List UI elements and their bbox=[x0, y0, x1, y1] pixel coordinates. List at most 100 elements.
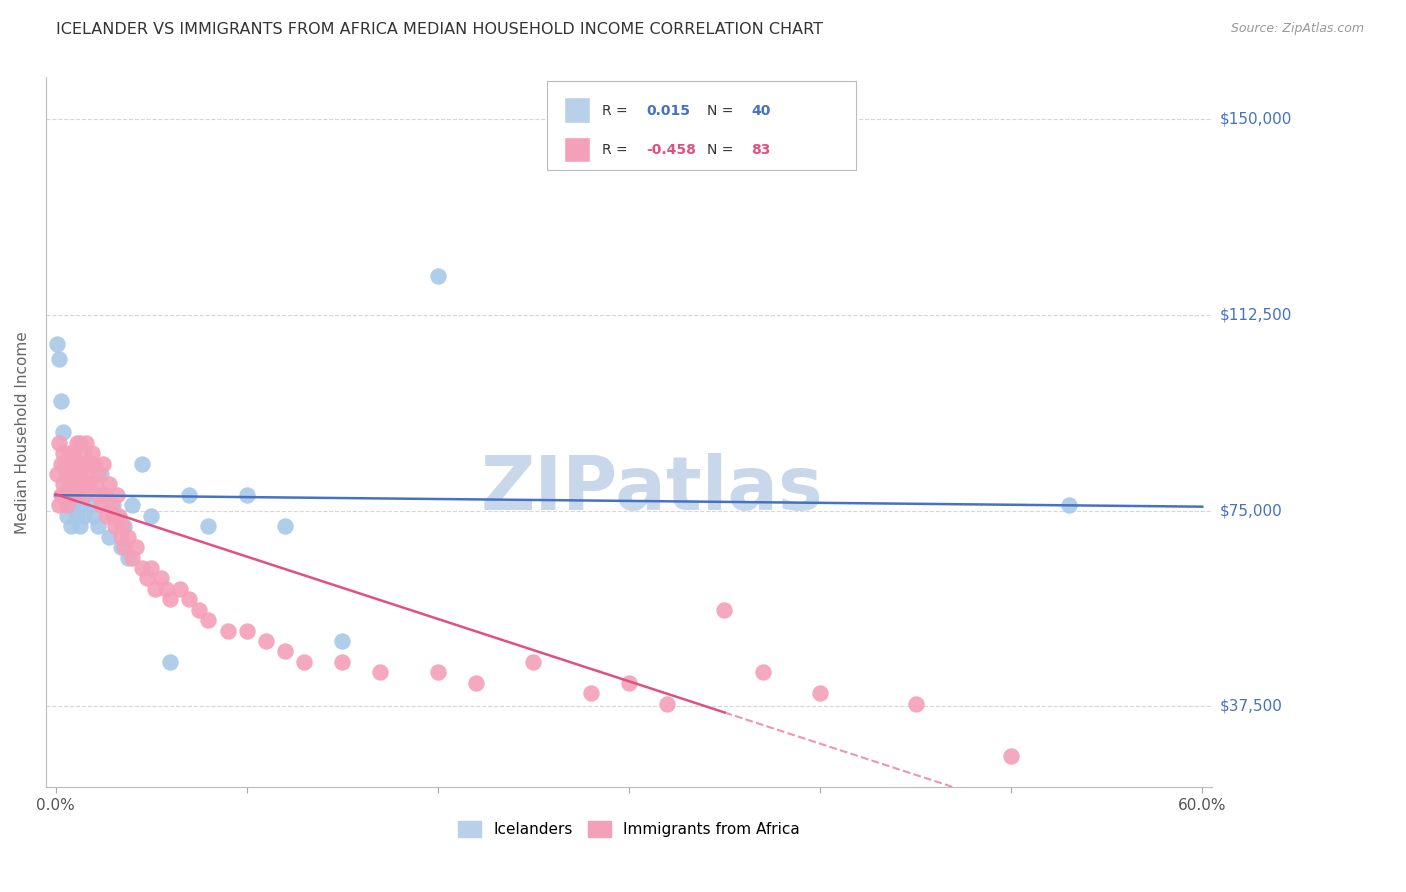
Point bbox=[58, 488, 80, 502]
Point bbox=[98, 477, 121, 491]
Point bbox=[426, 268, 449, 283]
Point bbox=[83, 457, 105, 471]
Point bbox=[274, 519, 297, 533]
Point bbox=[110, 530, 132, 544]
Point bbox=[52, 477, 75, 491]
Point bbox=[96, 508, 118, 523]
Point bbox=[58, 446, 80, 460]
Point bbox=[904, 697, 927, 711]
Point bbox=[48, 435, 70, 450]
Legend: Icelanders, Immigrants from Africa: Icelanders, Immigrants from Africa bbox=[451, 815, 806, 843]
Point bbox=[94, 488, 117, 502]
Point bbox=[59, 519, 82, 533]
Point bbox=[79, 499, 101, 513]
Point bbox=[72, 457, 94, 471]
Point bbox=[89, 488, 111, 502]
Point bbox=[72, 499, 94, 513]
Point bbox=[110, 540, 132, 554]
Point bbox=[48, 499, 70, 513]
Point bbox=[274, 644, 297, 658]
Point bbox=[112, 540, 135, 554]
Point bbox=[579, 686, 602, 700]
Point bbox=[235, 488, 257, 502]
Point bbox=[117, 530, 139, 544]
Text: R =: R = bbox=[602, 143, 633, 157]
Bar bbox=[565, 137, 591, 162]
Point bbox=[75, 435, 97, 450]
Point bbox=[117, 550, 139, 565]
Point bbox=[713, 603, 735, 617]
Point bbox=[94, 488, 117, 502]
Point bbox=[65, 508, 87, 523]
Text: 40: 40 bbox=[751, 103, 770, 118]
Point bbox=[69, 519, 91, 533]
Point bbox=[121, 499, 143, 513]
Point bbox=[105, 508, 128, 523]
Point bbox=[330, 655, 353, 669]
Point bbox=[69, 435, 91, 450]
Point bbox=[63, 477, 86, 491]
FancyBboxPatch shape bbox=[547, 81, 856, 169]
Point bbox=[370, 665, 392, 680]
Point bbox=[56, 508, 79, 523]
Point bbox=[75, 467, 97, 481]
Point bbox=[657, 697, 679, 711]
Point bbox=[179, 592, 201, 607]
Text: ICELANDER VS IMMIGRANTS FROM AFRICA MEDIAN HOUSEHOLD INCOME CORRELATION CHART: ICELANDER VS IMMIGRANTS FROM AFRICA MEDI… bbox=[56, 22, 824, 37]
Point bbox=[125, 540, 148, 554]
Point bbox=[136, 571, 159, 585]
Point bbox=[101, 499, 124, 513]
Text: N =: N = bbox=[707, 103, 738, 118]
Point bbox=[90, 467, 112, 481]
Point bbox=[330, 634, 353, 648]
Text: Source: ZipAtlas.com: Source: ZipAtlas.com bbox=[1230, 22, 1364, 36]
Point bbox=[617, 675, 640, 690]
Point bbox=[1000, 748, 1022, 763]
Point bbox=[121, 550, 143, 565]
Point bbox=[155, 582, 177, 596]
Point bbox=[159, 655, 181, 669]
Text: N =: N = bbox=[707, 143, 738, 157]
Point bbox=[139, 508, 162, 523]
Point bbox=[73, 508, 96, 523]
Text: ZIPatlas: ZIPatlas bbox=[481, 452, 824, 525]
Point bbox=[52, 488, 75, 502]
Text: $112,500: $112,500 bbox=[1220, 308, 1292, 322]
Point bbox=[53, 457, 76, 471]
Point bbox=[79, 457, 101, 471]
Point bbox=[56, 467, 79, 481]
Point bbox=[62, 488, 84, 502]
Point bbox=[292, 655, 315, 669]
Y-axis label: Median Household Income: Median Household Income bbox=[15, 331, 30, 533]
Point bbox=[53, 457, 76, 471]
Point bbox=[131, 457, 153, 471]
Point bbox=[52, 446, 75, 460]
Point bbox=[101, 508, 124, 523]
Point bbox=[65, 467, 87, 481]
Point bbox=[149, 571, 172, 585]
Text: 0.015: 0.015 bbox=[647, 103, 690, 118]
Point bbox=[73, 488, 96, 502]
Point bbox=[80, 446, 103, 460]
Point bbox=[112, 519, 135, 533]
Point bbox=[51, 457, 73, 471]
Point bbox=[197, 613, 219, 627]
Text: $75,000: $75,000 bbox=[1220, 503, 1282, 518]
Point bbox=[69, 467, 91, 481]
Point bbox=[46, 467, 69, 481]
Point bbox=[1057, 499, 1080, 513]
Point bbox=[254, 634, 277, 648]
Point bbox=[86, 467, 108, 481]
Text: $150,000: $150,000 bbox=[1220, 112, 1292, 127]
Point bbox=[86, 519, 108, 533]
Point bbox=[52, 425, 75, 440]
Point bbox=[159, 592, 181, 607]
Bar bbox=[565, 98, 591, 123]
Point bbox=[48, 352, 70, 367]
Point bbox=[73, 446, 96, 460]
Point bbox=[51, 488, 73, 502]
Point bbox=[67, 457, 90, 471]
Point bbox=[179, 488, 201, 502]
Point bbox=[67, 488, 90, 502]
Point bbox=[465, 675, 488, 690]
